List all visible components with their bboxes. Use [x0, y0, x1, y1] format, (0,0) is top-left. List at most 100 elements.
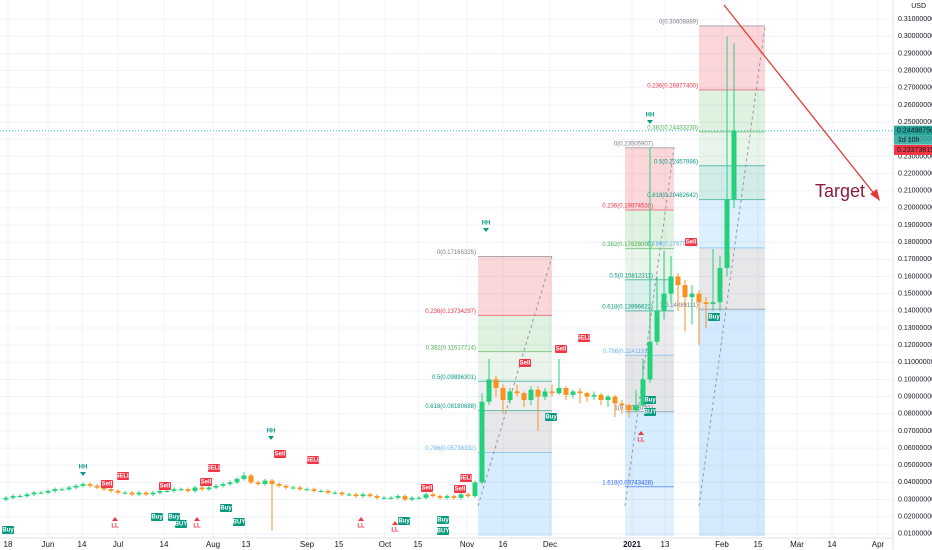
candle-body [101, 487, 107, 490]
x-tick-label: Jun [42, 540, 55, 549]
candle-body [612, 396, 618, 404]
signal-box [437, 527, 449, 535]
fib-label: 0.382(0.24433230) [647, 125, 698, 131]
ref-price-label: 0.23373815 [897, 147, 932, 154]
signal-label: Buy [644, 398, 656, 404]
signal-label: Buy [437, 518, 449, 524]
candle-body [360, 494, 366, 497]
fib-label: 1(0.14089111) [660, 303, 698, 309]
x-tick-label: 15 [754, 540, 763, 549]
candle-body [479, 401, 485, 483]
candle-body [507, 391, 513, 401]
candle-body [374, 496, 380, 498]
x-tick-label: Feb [715, 540, 729, 549]
y-tick-label: 0.13000000 [898, 325, 932, 332]
candle-body [248, 475, 254, 483]
last-price-tag [894, 125, 932, 136]
x-tick-label: Jul [113, 540, 123, 549]
signal-box [578, 334, 590, 342]
signal-label: SELL [115, 474, 131, 480]
signal-box [200, 478, 212, 486]
signal-label: HH [267, 429, 276, 435]
fib-band [699, 199, 765, 248]
signal-label: Sell [102, 482, 113, 488]
candle-body [304, 489, 310, 491]
fib-label: 0.786(0.11411924) [603, 349, 653, 355]
candle-body [17, 496, 23, 498]
candle-body [206, 487, 212, 490]
x-tick-label: 13 [661, 540, 670, 549]
signal-box [101, 480, 113, 488]
signal-label: Sell [275, 452, 286, 458]
signal-label: Buy [220, 506, 232, 512]
candle-body [353, 494, 359, 497]
annotation: Target [815, 181, 865, 201]
signal-label: Buy [151, 515, 163, 521]
signal-arrow [112, 517, 118, 521]
candle-body [234, 478, 240, 483]
candle-body [647, 341, 653, 380]
signal-box [685, 238, 697, 246]
candle-body [241, 475, 247, 479]
signal-arrow [392, 521, 398, 525]
candle-body [136, 492, 142, 495]
candle-body [661, 293, 667, 311]
x-tick-label: Apr [872, 540, 885, 549]
candle-body [185, 489, 191, 491]
signal-label: SELL [576, 336, 592, 342]
y-tick-label: 0.30000000 [898, 33, 932, 40]
signal-label: Buy [168, 515, 180, 521]
fib-label: 0.5(0.15812311) [609, 273, 653, 279]
candle-body [416, 497, 422, 499]
fib-band [478, 452, 552, 536]
fib-band [478, 351, 552, 382]
candle-body [640, 379, 646, 406]
signal-arrow [483, 228, 489, 232]
y-tick-label: 0.25000000 [898, 119, 932, 126]
signal-label: SELL [206, 466, 222, 472]
candle-body [591, 394, 597, 397]
candle-body [164, 490, 170, 492]
candle-body [682, 285, 688, 298]
candle-body [325, 490, 331, 493]
candle-body [297, 487, 303, 490]
candle-body [388, 497, 394, 499]
signal-box [159, 482, 171, 490]
signal-label: SELL [305, 458, 321, 464]
currency: USD [911, 3, 926, 10]
fib-band [699, 309, 765, 536]
candle-body [10, 496, 16, 498]
y-tick-label: 0.02000000 [898, 514, 932, 521]
y-tick-label: 0.18000000 [898, 239, 932, 246]
countdown-tag [894, 135, 932, 145]
y-tick-label: 0.12000000 [898, 342, 932, 349]
signal-box [644, 408, 656, 416]
candle-body [528, 389, 534, 401]
candle-body [38, 492, 44, 494]
y-tick-label: 0.01000000 [898, 531, 932, 538]
candle-body [409, 497, 415, 500]
candle-body [73, 485, 79, 488]
candle-body [563, 388, 569, 395]
x-tick-label: Sep [300, 540, 315, 549]
signal-box [168, 513, 180, 521]
candle-body [423, 494, 429, 498]
ref-price-tag [894, 144, 932, 155]
signal-box [454, 485, 466, 493]
fib-band [625, 486, 674, 536]
x-tick-label: Mar [790, 540, 804, 549]
candle-body [220, 484, 226, 486]
signal-label: Sell [422, 486, 433, 492]
candle-body [605, 396, 611, 401]
candle-body [521, 393, 527, 401]
fib-band [625, 411, 674, 487]
fib-label: 1.618(0.03743428) [602, 480, 653, 486]
signal-box [460, 474, 472, 482]
candle-body [703, 302, 709, 304]
candle-body [24, 494, 30, 497]
y-tick-label: 0.26000000 [898, 102, 932, 109]
fib-band [478, 315, 552, 352]
y-tick-label: 0.03000000 [898, 496, 932, 503]
y-tick-label: 0.21000000 [898, 188, 932, 195]
